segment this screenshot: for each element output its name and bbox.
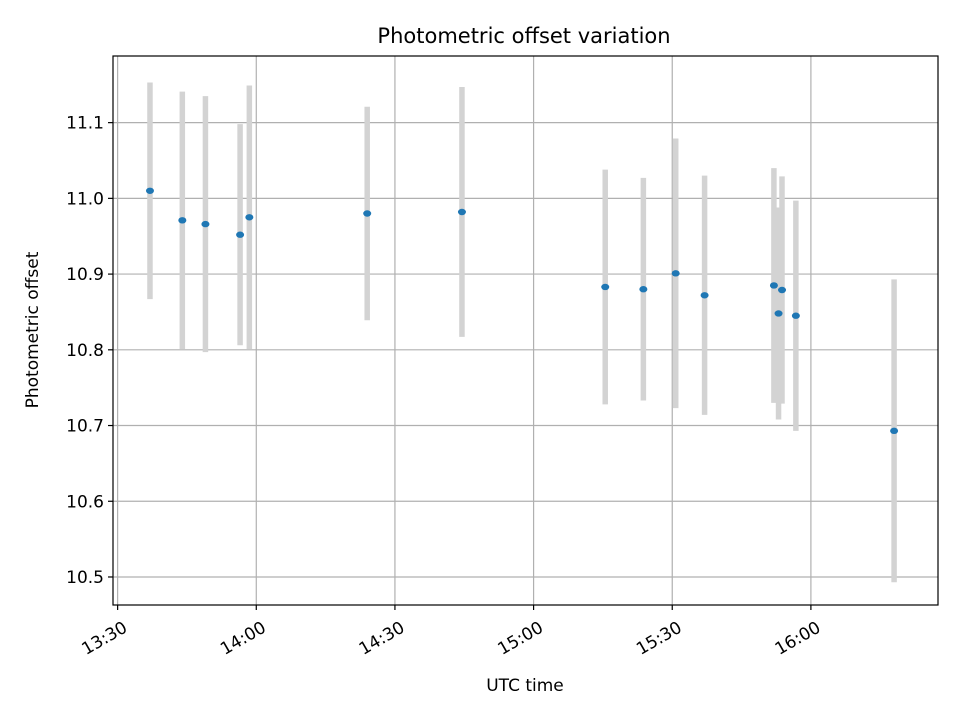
data-point [178,217,187,224]
data-point [769,282,778,289]
plot-frame [112,55,939,606]
chart-title: Photometric offset variation [377,24,670,48]
data-point [639,286,648,293]
y-axis-ticks: 10.5 10.6 10.7 10.8 10.9 11.0 11.1 [66,114,113,588]
data-point [201,220,210,228]
data-point [778,286,787,294]
y-tick-label: 10.5 [66,568,104,588]
y-tick-label: 10.7 [66,417,104,437]
x-axis-label: UTC time [486,676,564,696]
y-axis-label: Photometric offset [23,251,43,408]
data-point [601,283,610,291]
data-point [890,427,899,435]
y-tick-label: 11.0 [66,189,104,209]
y-tick-label: 10.6 [66,492,104,512]
data-point [774,310,783,317]
data-point [245,214,254,221]
data-point [236,231,245,238]
data-point [363,210,372,217]
data-point [145,187,154,194]
data-point [457,208,466,216]
y-tick-label: 11.1 [66,114,104,134]
y-tick-label: 10.9 [66,265,104,285]
y-tick-label: 10.8 [66,341,104,361]
data-points [145,187,899,435]
data-point [791,312,800,319]
data-point [671,270,680,277]
data-point [700,292,709,299]
